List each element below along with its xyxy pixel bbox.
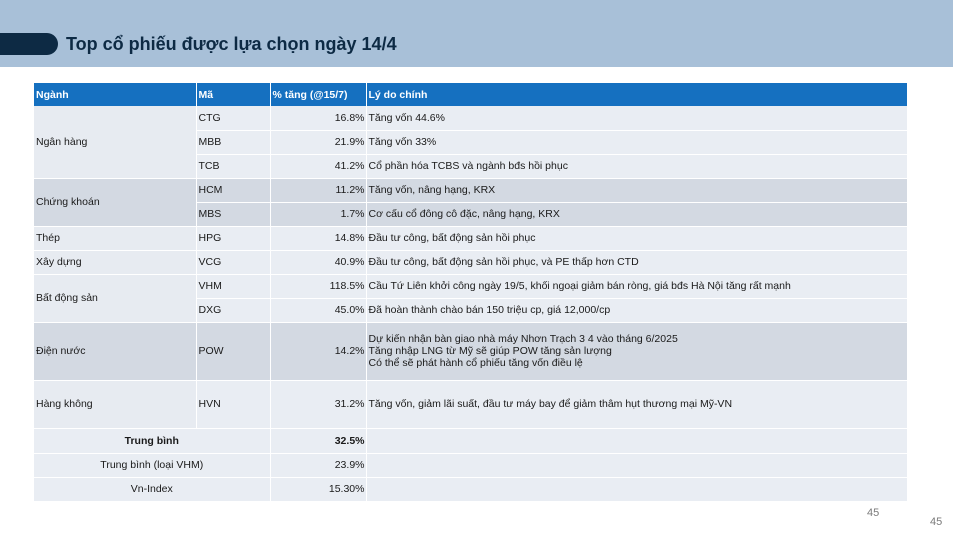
table-row: Ngân hàng CTG 16.8% Tăng vốn 44.6% xyxy=(34,106,908,179)
table-row: Thép HPG 14.8% Đầu tư công, bất động sản… xyxy=(34,226,908,251)
reason-cell: Tăng vốn, giảm lãi suất, đầu tư máy bay … xyxy=(366,380,908,429)
sector-cell: Điện nước xyxy=(34,322,197,381)
ticker-cell: MBS xyxy=(196,202,271,227)
summary-row: Trung bình 32.5% xyxy=(34,428,908,454)
pct-cell: 118.5% xyxy=(270,274,367,299)
header-sector: Ngành xyxy=(34,83,197,106)
table-row: Bất động sản VHM 118.5% Cầu Tứ Liên khởi… xyxy=(34,274,908,323)
pct-cell: 31.2% xyxy=(270,380,367,429)
ticker-cell: TCB xyxy=(196,154,271,179)
pct-cell: 45.0% xyxy=(270,298,367,323)
reason-cell: Đầu tư công, bất động sản hồi phục xyxy=(366,226,908,251)
ticker-cell: MBB xyxy=(196,130,271,155)
sector-cell: Thép xyxy=(34,226,197,251)
ticker-cell: VCG xyxy=(196,250,271,275)
pct-cell: 40.9% xyxy=(270,250,367,275)
ticker-cell: VHM xyxy=(196,274,271,299)
summary-row: Vn-Index 15.30% xyxy=(34,477,908,502)
reason-cell: Cầu Tứ Liên khởi công ngày 19/5, khối ng… xyxy=(366,274,908,299)
reason-line: Tăng nhập LNG từ Mỹ sẽ giúp POW tăng sản… xyxy=(368,345,612,357)
reason-cell: Đã hoàn thành chào bán 150 triệu cp, giá… xyxy=(366,298,908,323)
slide-title: Top cổ phiếu được lựa chọn ngày 14/4 xyxy=(66,34,397,54)
summary-label: Trung bình xyxy=(34,428,271,454)
ticker-cell: HPG xyxy=(196,226,271,251)
summary-value: 15.30% xyxy=(270,477,367,502)
sector-cell: Xây dựng xyxy=(34,250,197,275)
summary-blank xyxy=(366,453,908,478)
title-accent-bar xyxy=(0,33,58,55)
reason-cell: Đầu tư công, bất động sản hồi phục, và P… xyxy=(366,250,908,275)
reason-cell: Cơ cấu cổ đông cô đặc, nâng hạng, KRX xyxy=(366,202,908,227)
pct-cell: 14.2% xyxy=(270,322,367,381)
ticker-cell: CTG xyxy=(196,106,271,131)
table-header-row: Ngành Mã % tăng (@15/7) Lý do chính xyxy=(34,83,908,106)
summary-value: 32.5% xyxy=(270,428,367,454)
reason-cell: Tăng vốn 44.6% xyxy=(366,106,908,131)
ticker-cell: HCM xyxy=(196,178,271,203)
header-pct-change: % tăng (@15/7) xyxy=(270,83,367,106)
page-number-outer: 45 xyxy=(930,516,943,528)
page-number-inner: 45 xyxy=(867,507,880,519)
header-ticker: Mã xyxy=(196,83,271,106)
summary-label: Vn-Index xyxy=(34,477,271,502)
header-reason: Lý do chính xyxy=(366,83,908,106)
sector-cell: Ngân hàng xyxy=(34,106,197,179)
reason-cell: Tăng vốn, nâng hạng, KRX xyxy=(366,178,908,203)
pct-cell: 16.8% xyxy=(270,106,367,131)
header-band xyxy=(0,0,953,67)
sector-cell: Chứng khoán xyxy=(34,178,197,227)
ticker-cell: HVN xyxy=(196,380,271,429)
reason-line: Dự kiến nhận bàn giao nhà máy Nhơn Trạch… xyxy=(368,333,678,345)
sector-cell: Hàng không xyxy=(34,380,197,429)
summary-label: Trung bình (loại VHM) xyxy=(34,453,271,478)
ticker-cell: POW xyxy=(196,322,271,381)
summary-value: 23.9% xyxy=(270,453,367,478)
pct-cell: 11.2% xyxy=(270,178,367,203)
summary-blank xyxy=(366,477,908,502)
pct-cell: 14.8% xyxy=(270,226,367,251)
stock-picks-table: Ngành Mã % tăng (@15/7) Lý do chính Ngân… xyxy=(34,83,908,502)
ticker-cell: DXG xyxy=(196,298,271,323)
reason-cell: Tăng vốn 33% xyxy=(366,130,908,155)
summary-blank xyxy=(366,428,908,454)
table-row: DXG 45.0% Đã hoàn thành chào bán 150 tri… xyxy=(34,298,908,323)
pct-cell: 1.7% xyxy=(270,202,367,227)
summary-row: Trung bình (loại VHM) 23.9% xyxy=(34,453,908,478)
sector-cell: Bất động sản xyxy=(34,274,197,323)
reason-cell: Dự kiến nhận bàn giao nhà máy Nhơn Trạch… xyxy=(366,322,908,381)
reason-cell: Cổ phần hóa TCBS và ngành bđs hồi phục xyxy=(366,154,908,179)
pct-cell: 21.9% xyxy=(270,130,367,155)
table-row: TCB 41.2% Cổ phần hóa TCBS và ngành bđs … xyxy=(34,154,908,179)
table-row: MBS 1.7% Cơ cấu cổ đông cô đặc, nâng hạn… xyxy=(34,202,908,227)
pct-cell: 41.2% xyxy=(270,154,367,179)
table-row: MBB 21.9% Tăng vốn 33% xyxy=(34,130,908,155)
table-row: Hàng không HVN 31.2% Tăng vốn, giảm lãi … xyxy=(34,380,908,429)
table-row: Chứng khoán HCM 11.2% Tăng vốn, nâng hạn… xyxy=(34,178,908,227)
table-row: Điện nước POW 14.2% Dự kiến nhận bàn gia… xyxy=(34,322,908,381)
table-row: Xây dựng VCG 40.9% Đầu tư công, bất động… xyxy=(34,250,908,275)
reason-line: Có thể sẽ phát hành cổ phiếu tăng vốn đi… xyxy=(368,357,583,369)
